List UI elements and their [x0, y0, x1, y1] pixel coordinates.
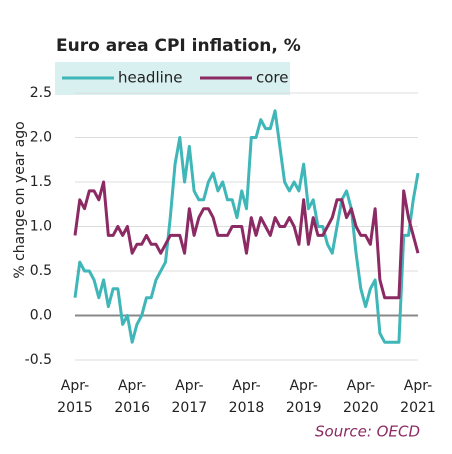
grid	[75, 92, 418, 361]
x-tick-label: Apr- 2019	[286, 378, 322, 416]
chart-title: Euro area CPI inflation, %	[56, 36, 301, 56]
y-tick-label: 1.0	[30, 219, 52, 235]
x-tick-label-part: 2018	[229, 400, 265, 416]
series-line	[73, 180, 420, 300]
legend-label: core	[256, 69, 289, 87]
x-tick-label-part: 2017	[172, 400, 208, 416]
y-tick-label: 0.5	[30, 263, 52, 279]
x-tick-label-part: Apr-	[289, 378, 317, 394]
x-tick-label: Apr- 2018	[229, 378, 265, 416]
y-tick-label: 1.5	[30, 174, 52, 190]
x-tick-label-part: Apr-	[232, 378, 260, 394]
y-tick-label: 2.5	[30, 85, 52, 101]
x-tick-label-part: Apr-	[61, 378, 89, 394]
x-tick-label-part: 2016	[114, 400, 150, 416]
x-tick-label-part: 2015	[57, 400, 93, 416]
x-tick-label-part: Apr-	[175, 378, 203, 394]
y-tick-label: 2.0	[30, 130, 52, 146]
y-axis-label: % change on year ago	[12, 121, 28, 278]
x-tick-label: Apr- 2020	[343, 378, 379, 416]
x-tick-label-part: Apr-	[404, 378, 432, 394]
y-tick-label: -0.5	[25, 352, 52, 368]
x-tick-label: Apr- 2021	[400, 378, 436, 416]
x-tick-label-part: Apr-	[118, 378, 146, 394]
series-line	[73, 109, 420, 344]
legend-label: headline	[118, 69, 183, 87]
x-tick-label-part: 2020	[343, 400, 379, 416]
y-tick-label: 0.0	[30, 308, 52, 324]
x-tick-label-part: 2019	[286, 400, 322, 416]
source-note: Source: OECD	[315, 423, 420, 441]
x-tick-label-part: 2021	[400, 400, 436, 416]
x-tick-label-part: Apr-	[347, 378, 375, 394]
x-tick-label: Apr- 2017	[172, 378, 208, 416]
x-tick-label: Apr- 2016	[114, 378, 150, 416]
x-tick-label: Apr- 2015	[57, 378, 93, 416]
